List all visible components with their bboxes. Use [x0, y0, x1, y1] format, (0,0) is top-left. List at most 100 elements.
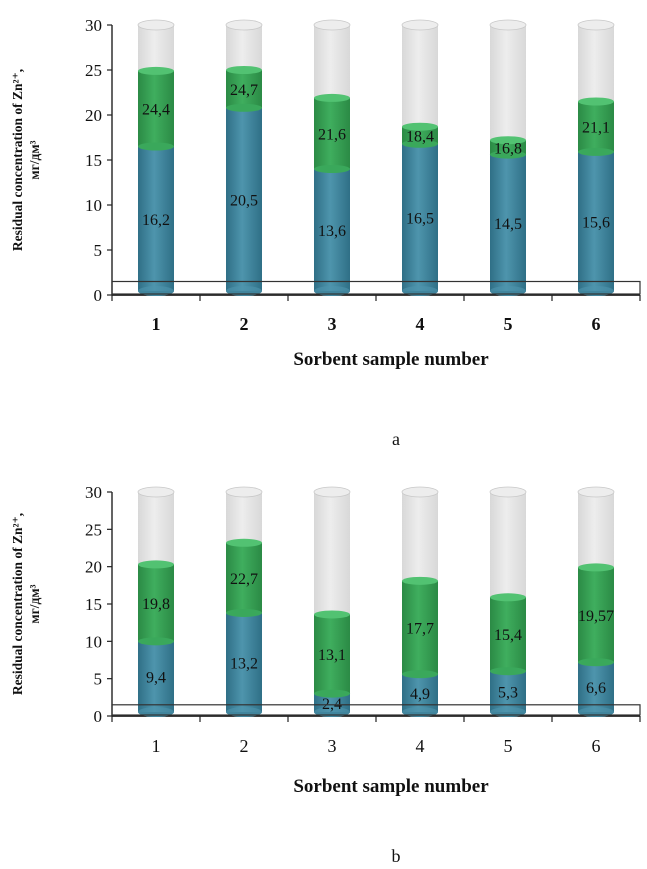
- y-tick-label: 30: [85, 16, 102, 35]
- data-label-blue: 6,6: [586, 680, 606, 697]
- bar-blue-segment: [138, 641, 174, 712]
- y-tick-label: 30: [85, 483, 102, 502]
- reference-line: [111, 280, 641, 295]
- bar-cylinder-4: 16,5 18,4: [401, 19, 439, 296]
- data-label-green: 21,6: [318, 126, 346, 143]
- x-tick-label: 5: [504, 314, 513, 334]
- data-label-blue: 16,5: [406, 210, 434, 227]
- bar-blue-top: [402, 670, 438, 679]
- chart-panel-b: 0 5 10 15 20 25 30 1 2 3 4 5 6 9,4 19,8 13,2 22,7 2,413,1…: [10, 483, 641, 866]
- x-tick-label: 2: [240, 736, 249, 756]
- data-label-blue: 13,2: [230, 655, 258, 672]
- bar-cylinder-6: 6,6 19,57: [577, 486, 615, 717]
- bar-cylinder-3: 13,6 21,6: [313, 19, 351, 296]
- bar-blue-segment: [314, 693, 350, 712]
- y-tick-label: 25: [85, 520, 102, 539]
- data-label-green: 18,4: [406, 128, 434, 145]
- y-axis-label: Residual concentration of Zn²⁺, мг/дм³: [10, 513, 42, 695]
- bar-blue-top: [138, 142, 174, 151]
- bar-top-cap: [489, 19, 527, 31]
- bar-blue-top: [226, 608, 262, 617]
- y-tick-label: 20: [85, 558, 102, 577]
- y-tick-label: 10: [85, 632, 102, 651]
- y-tick-label: 20: [85, 106, 102, 125]
- bar-cylinder-2: 20,5 24,7: [225, 19, 263, 296]
- bar-blue-top: [314, 165, 350, 173]
- x-tick-label: 6: [592, 736, 601, 756]
- bar-blue-segment: [402, 674, 438, 712]
- bar-top-cap: [313, 486, 351, 498]
- bar-top-cap: [489, 486, 527, 498]
- y-tick-label: 5: [94, 670, 103, 689]
- bar-cylinder-5: 5,3 15,4: [489, 486, 527, 717]
- bar-blue-segment: [578, 151, 614, 291]
- y-tick-label: 25: [85, 61, 102, 80]
- data-label-green: 22,7: [230, 571, 258, 588]
- bar-top-cap: [225, 486, 263, 498]
- bar-top-cap: [137, 19, 175, 31]
- panel-label: b: [392, 846, 401, 866]
- bar-green-top: [314, 93, 350, 102]
- x-tick-label: 1: [152, 736, 161, 756]
- bar-blue-top: [490, 667, 526, 676]
- x-axis-label: Sorbent sample number: [293, 349, 489, 370]
- y-axis-label-line2: мг/дм³: [27, 140, 42, 179]
- panel-label: a: [392, 429, 400, 449]
- bar-top-cap: [225, 19, 263, 31]
- data-label-green: 19,8: [142, 596, 170, 613]
- data-label-blue: 20,5: [230, 192, 258, 209]
- data-label-green: 15,4: [494, 627, 522, 644]
- bar-cylinder-1: 16,2 24,4: [137, 19, 175, 296]
- bar-cylinder-3: 2,413,1: [313, 486, 351, 717]
- data-label-blue: 4,9: [410, 686, 430, 703]
- x-axis-label: Sorbent sample number: [293, 776, 489, 797]
- bar-green-top: [138, 560, 174, 569]
- bar-blue-segment: [226, 612, 262, 712]
- y-axis-label-line2: мг/дм³: [27, 584, 42, 623]
- bar-blue-top: [138, 637, 174, 646]
- data-label-green: 21,1: [582, 120, 610, 137]
- bar-blue-top: [226, 103, 262, 112]
- y-tick-label: 0: [94, 707, 103, 726]
- bar-blue-top: [402, 139, 438, 148]
- bar-green-top: [226, 66, 262, 74]
- data-label-blue: 14,5: [494, 216, 522, 233]
- bar-green-top: [490, 136, 526, 145]
- data-label-green: 19,57: [578, 608, 614, 625]
- y-axis-label: Residual concentration of Zn²⁺, мг/дм³: [10, 69, 42, 251]
- bar-top-cap: [313, 19, 351, 31]
- data-label-blue: 9,4: [146, 670, 166, 687]
- data-label-blue: 15,6: [582, 214, 610, 231]
- x-tick-label: 5: [504, 736, 513, 756]
- bar-green-top: [402, 122, 438, 131]
- y-axis-label-line1: Residual concentration of Zn²⁺,: [10, 513, 25, 695]
- data-label-green: 24,4: [142, 102, 170, 119]
- y-tick-label: 15: [85, 595, 102, 614]
- bar-blue-segment: [314, 169, 350, 291]
- bar-blue-top: [578, 147, 614, 156]
- bar-green-top: [226, 538, 262, 547]
- reference-line: [111, 704, 641, 716]
- data-label-green: 24,7: [230, 82, 258, 99]
- y-tick-label: 0: [94, 286, 103, 305]
- x-tick-label: 3: [328, 314, 337, 334]
- x-tick-label: 4: [416, 314, 425, 334]
- x-tick-label: 1: [152, 314, 161, 334]
- bar-blue-segment: [226, 107, 262, 291]
- bar-blue-segment: [490, 154, 526, 291]
- bar-green-top: [578, 97, 614, 106]
- bar-blue-segment: [402, 143, 438, 291]
- data-label-blue: 13,6: [318, 223, 346, 240]
- bar-blue-segment: [578, 662, 614, 712]
- y-tick-label: 10: [85, 196, 102, 215]
- y-tick-label: 15: [85, 151, 102, 170]
- x-tick-label: 3: [328, 736, 337, 756]
- bar-green-top: [402, 576, 438, 585]
- y-axis-label-line1: Residual concentration of Zn²⁺,: [10, 69, 25, 251]
- bar-green-top: [578, 563, 614, 572]
- bar-cylinder-5: 14,5 16,8: [489, 19, 527, 296]
- bar-top-cap: [577, 486, 615, 498]
- y-tick-label: 5: [94, 241, 103, 260]
- data-label-blue: 16,2: [142, 212, 170, 229]
